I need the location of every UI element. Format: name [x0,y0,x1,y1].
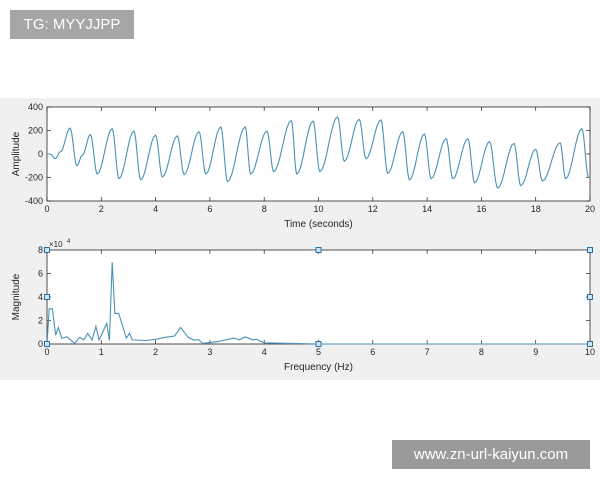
selection-handle[interactable] [587,341,593,347]
x-tick-label: 6 [207,204,212,214]
x-tick-label: 18 [531,204,541,214]
x-axis-label: Time (seconds) [284,219,353,230]
selection-handle[interactable] [44,294,50,300]
y-tick-label: 6 [38,269,43,279]
y-tick-label: 400 [28,102,43,112]
y-tick-label: 0 [38,339,43,349]
selection-handle[interactable] [587,294,593,300]
x-tick-label: 0 [44,347,49,357]
time-domain-axes[interactable]: 0 2 4 6 8 10 12 14 16 18 20 -400 -200 0 200 400 Time (se… [11,102,595,230]
selection-handle[interactable] [315,341,322,347]
x-tick-label: 4 [153,204,158,214]
selection-handle[interactable] [44,341,50,347]
x-tick-label: 5 [316,347,321,357]
watermark-top-left: TG: MYYJJPP [10,10,134,39]
y-axis-label: Amplitude [11,131,22,176]
y-tick-label: 4 [38,292,43,302]
x-tick-label: 7 [425,347,430,357]
plot-area [46,249,591,345]
y-tick-label: -200 [25,173,43,183]
x-tick-label: 20 [585,204,595,214]
watermark-bottom-right: www.zn-url-kaiyun.com [392,440,590,469]
y-tick-label: -400 [25,196,43,206]
selection-handle[interactable] [44,247,50,253]
x-tick-label: 0 [44,204,49,214]
x-tick-label: 10 [585,347,595,357]
y-tick-label: 0 [38,149,43,159]
series-line [46,262,590,345]
y-tick-label: 2 [38,316,43,326]
x-tick-label: 9 [533,347,538,357]
selection-handle[interactable] [315,247,322,253]
series-line [47,116,590,189]
frequency-domain-axes[interactable]: 0 1 2 3 4 5 6 7 8 9 10 0 2 4 6 8 Frequency (Hz) Magnitude… [11,239,595,373]
y-tick-label: 200 [28,126,43,136]
y-exponent-power: 4 [67,239,71,245]
x-tick-label: 3 [207,347,212,357]
x-tick-label: 2 [99,204,104,214]
y-axis-label: Magnitude [11,273,22,320]
x-tick-label: 4 [262,347,267,357]
x-tick-label: 8 [262,204,267,214]
y-exponent-label: ×10 [49,240,63,249]
x-tick-label: 14 [422,204,432,214]
selection-handle[interactable] [587,247,593,253]
x-tick-label: 16 [476,204,486,214]
x-tick-label: 12 [368,204,378,214]
x-axis-label: Frequency (Hz) [284,362,353,373]
x-tick-label: 1 [99,347,104,357]
x-tick-label: 6 [370,347,375,357]
x-tick-label: 2 [153,347,158,357]
x-tick-label: 10 [313,204,323,214]
y-tick-label: 8 [38,245,43,255]
x-tick-label: 8 [479,347,484,357]
